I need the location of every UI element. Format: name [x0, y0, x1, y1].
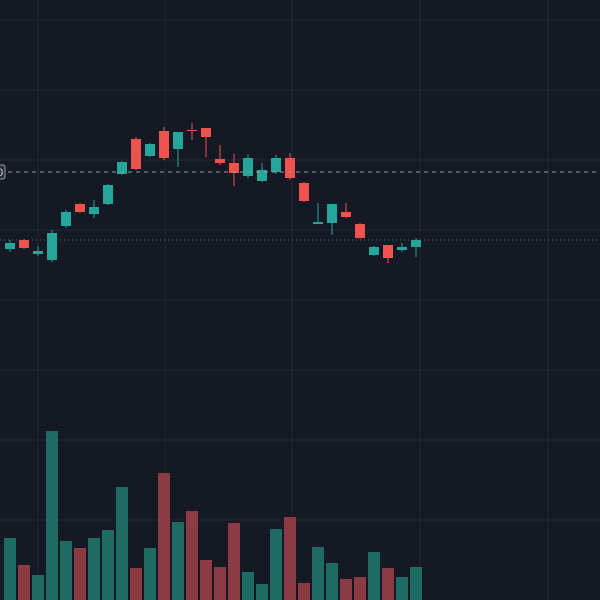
candle-body [397, 247, 407, 250]
price-label-box [0, 164, 6, 180]
volume-bar [158, 473, 170, 600]
candle-body [271, 158, 281, 172]
volume-bar [200, 560, 212, 600]
candle-body [327, 204, 337, 223]
volume-bar [284, 517, 296, 600]
candle-body [47, 233, 57, 260]
volume-bar [116, 487, 128, 600]
volume-bar [18, 565, 30, 600]
candle-body [411, 240, 421, 247]
volume-bar [298, 583, 310, 600]
candle-body [257, 170, 267, 181]
candle-body [313, 222, 323, 224]
volume-bar [354, 577, 366, 600]
candle-body [5, 243, 15, 249]
volume-bar [326, 563, 338, 600]
volume-bar [256, 584, 268, 600]
volume-bar [4, 538, 16, 600]
candle-body [383, 245, 393, 258]
volume-bar [102, 530, 114, 600]
volume-bar [32, 575, 44, 600]
candle-body [173, 132, 183, 149]
volume-bar [396, 577, 408, 600]
candle-body [145, 144, 155, 156]
candle-body [187, 130, 197, 131]
candle-body [341, 212, 351, 217]
candle-body [61, 212, 71, 226]
candle-body [103, 185, 113, 204]
volume-bar [228, 523, 240, 600]
candle-body [369, 247, 379, 255]
candle-body [215, 159, 225, 163]
price-label: 0 [0, 167, 3, 179]
candle-body [229, 163, 239, 173]
volume-bar [130, 568, 142, 600]
volume-bar [312, 547, 324, 600]
candle-body [355, 224, 365, 238]
volume-bar [60, 541, 72, 600]
candle-body [33, 251, 43, 254]
candle-body [117, 162, 127, 174]
candle-body [243, 158, 253, 176]
volume-bar [88, 538, 100, 600]
candle-body [299, 183, 309, 201]
volume-bar [368, 552, 380, 600]
volume-bar [144, 548, 156, 600]
volume-bar [74, 548, 86, 600]
volume-bar [410, 567, 422, 600]
candle-body [285, 158, 295, 178]
volume-bar [340, 579, 352, 600]
candle-body [75, 204, 85, 212]
volume-bar [186, 511, 198, 600]
candle-body [201, 128, 211, 137]
candle-body [89, 207, 99, 214]
volume-bar [382, 568, 394, 600]
volume-bar [172, 522, 184, 600]
volume-bar [214, 567, 226, 600]
candle-body [159, 131, 169, 158]
volume-bar [242, 572, 254, 600]
volume-bar [270, 529, 282, 600]
candle-body [19, 240, 29, 248]
candle-body [131, 139, 141, 169]
volume-bar [46, 431, 58, 600]
